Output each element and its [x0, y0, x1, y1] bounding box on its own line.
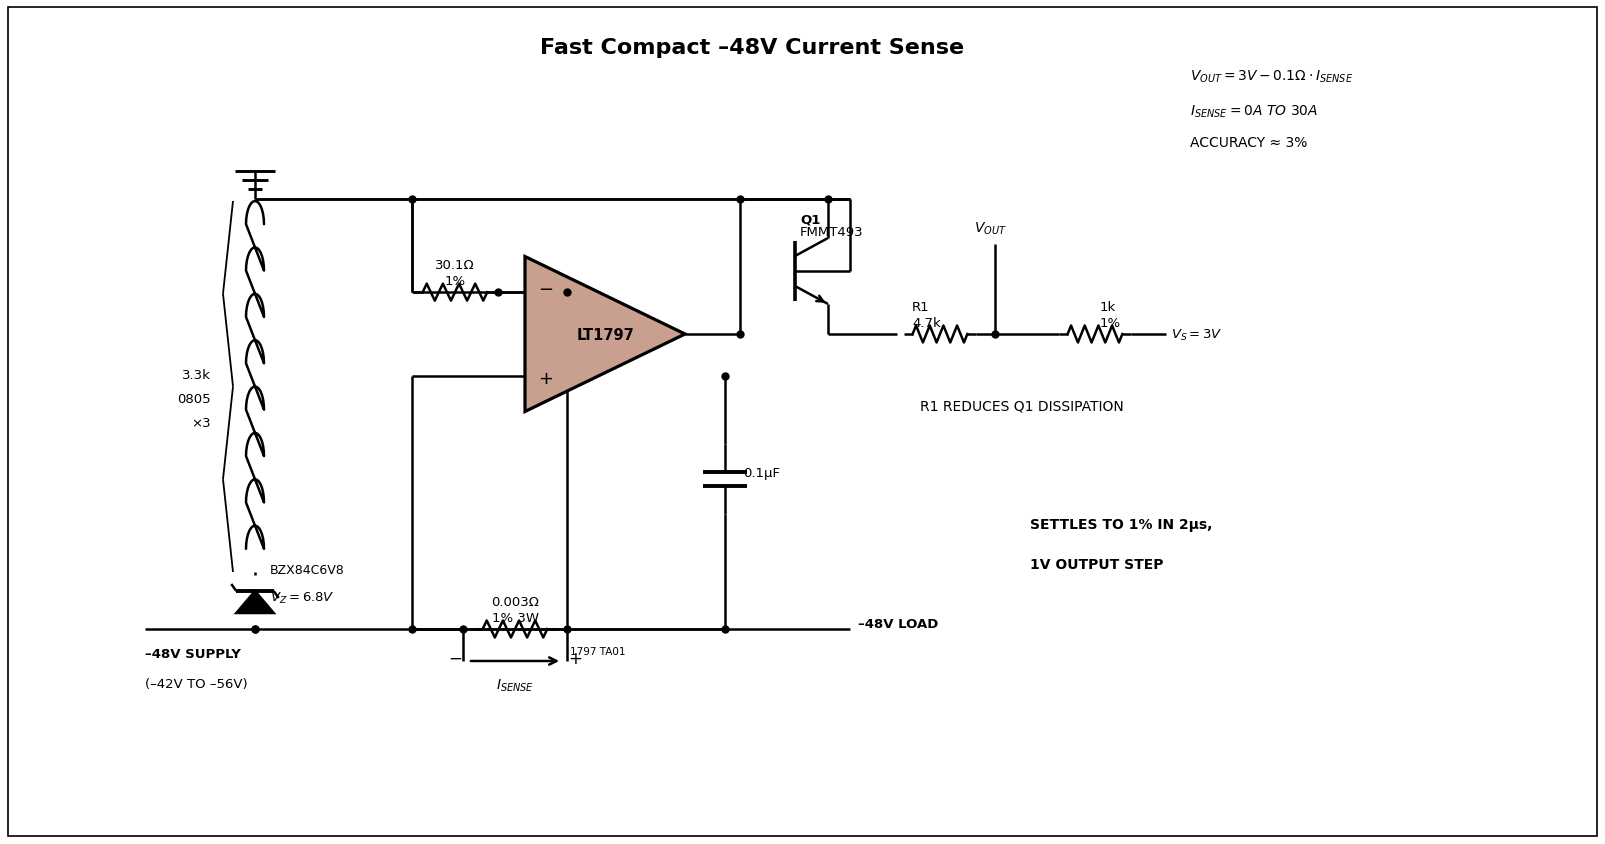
Text: +: + [538, 370, 554, 387]
Text: 0.003Ω: 0.003Ω [491, 595, 539, 609]
Text: +: + [568, 649, 583, 668]
Text: 1% 3W: 1% 3W [491, 611, 539, 625]
Text: R1 REDUCES Q1 DISSIPATION: R1 REDUCES Q1 DISSIPATION [920, 399, 1124, 414]
Text: 3.3k: 3.3k [181, 369, 210, 381]
Text: 1k: 1k [1099, 300, 1115, 314]
Text: 1%: 1% [445, 275, 465, 288]
Text: Q1: Q1 [799, 214, 820, 227]
Text: LT1797: LT1797 [576, 327, 634, 342]
Text: ×3: ×3 [191, 416, 210, 430]
Text: 30.1Ω: 30.1Ω [435, 259, 475, 272]
Text: $I_{SENSE}$: $I_{SENSE}$ [496, 677, 534, 694]
Text: FMMT493: FMMT493 [799, 225, 863, 239]
Text: –48V SUPPLY: –48V SUPPLY [144, 647, 241, 660]
Text: 0805: 0805 [178, 392, 210, 405]
Text: BZX84C6V8: BZX84C6V8 [270, 564, 345, 576]
Text: Fast Compact –48V Current Sense: Fast Compact –48V Current Sense [541, 38, 965, 58]
Text: $V_{OUT} = 3V - 0.1\Omega \cdot I_{SENSE}$: $V_{OUT} = 3V - 0.1\Omega \cdot I_{SENSE… [1189, 68, 1353, 85]
Text: $I_{SENSE} = 0A\ TO\ 30A$: $I_{SENSE} = 0A\ TO\ 30A$ [1189, 104, 1318, 120]
Text: $V_Z = 6.8V$: $V_Z = 6.8V$ [270, 590, 334, 605]
Text: SETTLES TO 1% IN 2μs,: SETTLES TO 1% IN 2μs, [1030, 517, 1212, 532]
Text: 1797 TA01: 1797 TA01 [570, 647, 626, 657]
Text: −: − [448, 649, 462, 668]
Text: $V_{OUT}$: $V_{OUT}$ [974, 220, 1006, 236]
Text: –48V LOAD: –48V LOAD [859, 618, 939, 630]
Text: (–42V TO –56V): (–42V TO –56V) [144, 677, 247, 690]
Text: 1%: 1% [1099, 316, 1122, 330]
Text: 4.7k: 4.7k [912, 316, 941, 330]
Text: R1: R1 [912, 300, 929, 314]
Text: 0.1μF: 0.1μF [743, 467, 780, 480]
Text: −: − [538, 281, 554, 299]
Text: 1V OUTPUT STEP: 1V OUTPUT STEP [1030, 557, 1164, 571]
Polygon shape [525, 257, 685, 412]
Polygon shape [236, 592, 274, 614]
Text: $V_S = 3V$: $V_S = 3V$ [1172, 327, 1223, 342]
Text: ACCURACY ≈ 3%: ACCURACY ≈ 3% [1189, 136, 1308, 150]
